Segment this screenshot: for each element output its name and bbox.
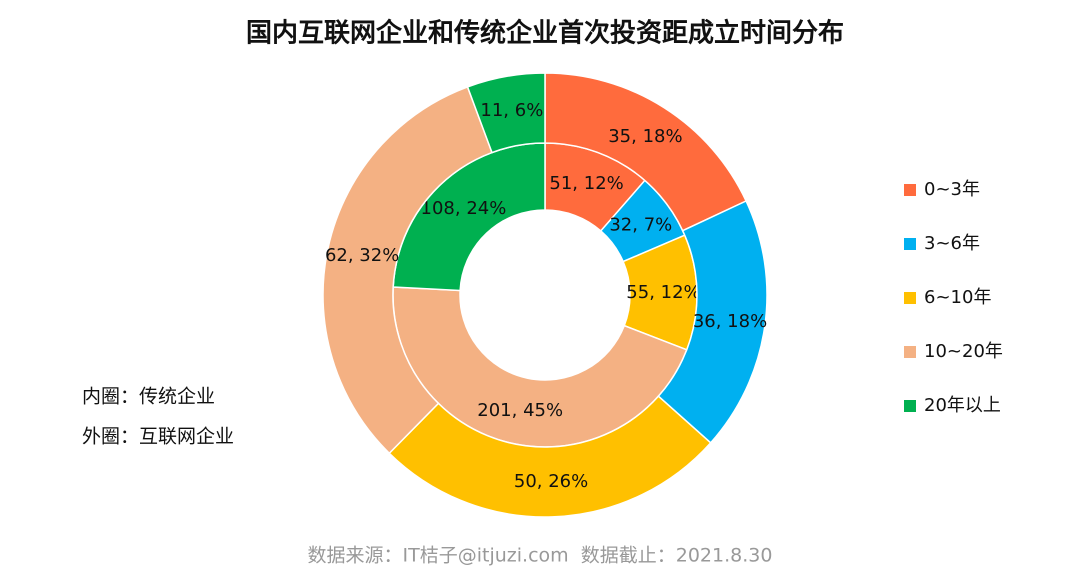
data-label: 51, 12% [549, 173, 623, 194]
donut-slice [388, 395, 712, 518]
data-label: 36, 18% [693, 311, 767, 332]
legend-swatch [904, 346, 916, 358]
legend-label: 20年以上 [924, 395, 1001, 416]
legend-label: 0~3年 [924, 179, 980, 200]
data-label: 62, 32% [325, 245, 399, 266]
legend-swatch [904, 292, 916, 304]
data-label: 32, 7% [609, 214, 672, 235]
legend-swatch [904, 184, 916, 196]
inner-ring-note: 内圈：传统企业 [82, 386, 215, 408]
legend-swatch [904, 238, 916, 250]
data-label: 108, 24% [421, 198, 507, 219]
data-label: 201, 45% [477, 400, 563, 421]
legend-label: 6~10年 [924, 287, 991, 308]
data-label: 11, 6% [480, 100, 543, 121]
legend-swatch [904, 400, 916, 412]
data-label: 55, 12% [626, 282, 700, 303]
chart-title: 国内互联网企业和传统企业首次投资距成立时间分布 [246, 18, 844, 49]
legend-label: 3~6年 [924, 233, 980, 254]
source-note: 数据来源：IT桔子@itjuzi.com 数据截止：2021.8.30 [308, 545, 773, 567]
donut-slice [466, 72, 546, 154]
data-label: 50, 26% [514, 471, 588, 492]
outer-ring-note: 外圈：互联网企业 [82, 426, 234, 448]
legend-label: 10~20年 [924, 341, 1003, 362]
data-label: 35, 18% [608, 126, 682, 147]
donut-slice [322, 85, 493, 455]
